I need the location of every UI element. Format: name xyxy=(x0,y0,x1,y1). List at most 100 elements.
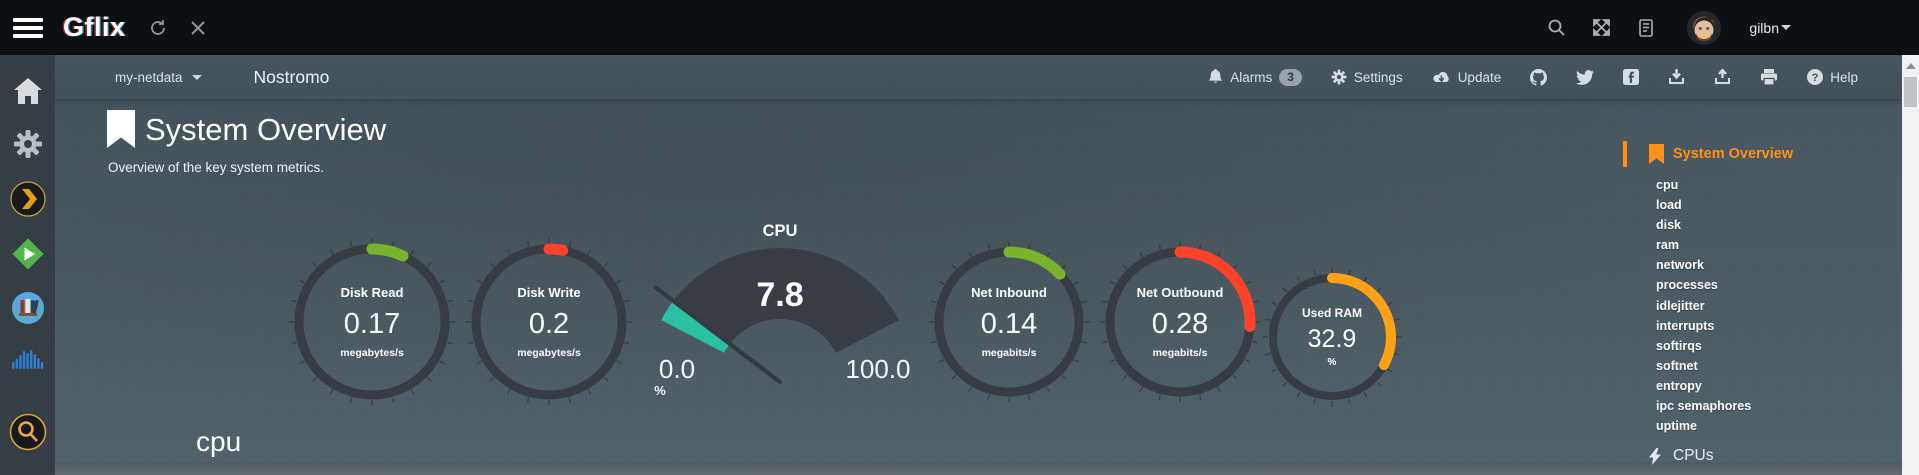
upload-icon xyxy=(1715,68,1731,84)
emby-icon[interactable] xyxy=(11,237,45,276)
chart-area-edge xyxy=(55,462,1902,475)
active-indicator-bar xyxy=(1623,141,1627,167)
right-menu-active-label: System Overview xyxy=(1673,146,1794,162)
section-heading-cpu: cpu xyxy=(196,426,242,457)
right-menu-section-label: CPUs xyxy=(1673,447,1714,465)
gear-icon[interactable] xyxy=(13,129,43,164)
right-menu-item[interactable]: load xyxy=(1656,198,1682,213)
gauge-value: 0.28 xyxy=(1151,308,1209,340)
avatar[interactable] xyxy=(1687,10,1722,45)
gauge-net-inbound[interactable]: Net Inbound 0.14 megabits/s xyxy=(928,241,1090,403)
lightning-icon xyxy=(1649,447,1661,465)
twitter-link[interactable] xyxy=(1576,69,1595,85)
caret-down-icon xyxy=(1781,25,1791,30)
hamburger-menu-icon[interactable] xyxy=(13,17,43,38)
waveform-icon[interactable] xyxy=(10,347,46,378)
search-icon[interactable] xyxy=(1547,18,1566,37)
gauge-disk-read[interactable]: Disk Read 0.17 megabytes/s xyxy=(288,238,456,406)
twitter-icon xyxy=(1576,69,1595,85)
export-button[interactable] xyxy=(1714,68,1731,86)
fullscreen-icon[interactable] xyxy=(1592,18,1611,37)
facebook-link[interactable] xyxy=(1623,69,1640,85)
right-menu-items: cpu load disk ram network processes idlejitter… xyxy=(1620,175,1902,436)
home-icon[interactable] xyxy=(13,77,43,110)
alarms-button[interactable]: Alarms 3 xyxy=(1208,68,1302,86)
right-menu-item[interactable]: disk xyxy=(1656,218,1682,233)
library-icon[interactable] xyxy=(11,291,45,330)
print-icon xyxy=(1761,69,1778,85)
gauge-max-label: 100.0 xyxy=(845,354,911,384)
right-menu-item[interactable]: ipc semaphores xyxy=(1656,399,1752,414)
scrollbar-thumb[interactable] xyxy=(1904,77,1917,107)
page-subtitle: Overview of the key system metrics. xyxy=(108,160,325,175)
news-icon[interactable] xyxy=(1637,18,1655,38)
right-menu-active-item[interactable]: System Overview xyxy=(1620,140,1902,168)
node-selector-label: my-netdata xyxy=(115,69,183,85)
gauge-value: 7.8 xyxy=(756,276,804,314)
github-icon xyxy=(1530,68,1548,86)
gauge-units: megabytes/s xyxy=(517,347,581,359)
caret-down-icon xyxy=(191,74,202,80)
help-button[interactable]: ? Help xyxy=(1807,69,1858,85)
gauge-value: 32.9 xyxy=(1307,325,1357,353)
gauge-disk-write[interactable]: Disk Write 0.2 megabytes/s xyxy=(465,238,633,406)
right-menu-item[interactable]: entropy xyxy=(1656,378,1702,393)
refresh-icon[interactable] xyxy=(148,18,168,38)
bell-icon xyxy=(1208,69,1223,83)
right-menu-item[interactable]: uptime xyxy=(1656,419,1697,434)
indexer-search-icon[interactable] xyxy=(9,413,47,456)
update-label: Update xyxy=(1457,69,1502,85)
gauge-cpu[interactable]: CPU 7.8 0.0 100.0 % xyxy=(640,218,920,403)
gauge-title: Disk Write xyxy=(517,285,581,300)
gauge-units: % xyxy=(1327,357,1337,368)
facebook-icon xyxy=(1623,69,1640,85)
github-link[interactable] xyxy=(1530,68,1548,86)
left-sidebar xyxy=(0,55,55,475)
gauge-title: Used RAM xyxy=(1301,306,1362,320)
gauge-value: 0.17 xyxy=(343,308,401,340)
download-icon xyxy=(1669,68,1685,84)
dashboard-navbar: my-netdata Nostromo Alarms 3 Settings Up… xyxy=(55,55,1902,100)
settings-button[interactable]: Settings xyxy=(1331,69,1403,85)
alarms-count-badge: 3 xyxy=(1279,68,1302,86)
right-menu-item[interactable]: network xyxy=(1656,258,1704,273)
gauge-title: Disk Read xyxy=(340,285,404,300)
gauge-units: % xyxy=(654,383,666,398)
right-menu-item[interactable]: ram xyxy=(1656,238,1679,253)
brand-logo[interactable]: Gflix xyxy=(63,12,126,42)
hostname: Nostromo xyxy=(253,66,330,87)
bookmark-icon xyxy=(107,110,135,148)
right-menu: System Overview cpu load disk ram network pro… xyxy=(1620,140,1902,465)
svg-text:?: ? xyxy=(1812,72,1819,84)
gauge-units: megabits/s xyxy=(981,347,1037,359)
node-selector[interactable]: my-netdata xyxy=(115,70,202,85)
right-menu-item[interactable]: processes xyxy=(1656,278,1718,293)
gauge-title: Net Inbound xyxy=(971,285,1047,300)
user-menu[interactable]: gilbn xyxy=(1747,20,1791,36)
vertical-scrollbar[interactable] xyxy=(1902,55,1919,475)
plex-icon[interactable] xyxy=(9,181,46,222)
gauge-used-ram[interactable]: Used RAM 32.9 % xyxy=(1262,267,1402,407)
update-button[interactable]: Update xyxy=(1432,69,1502,85)
page-title: System Overview xyxy=(145,112,387,147)
import-button[interactable] xyxy=(1668,68,1685,86)
right-menu-section-cpus[interactable]: CPUs xyxy=(1620,447,1902,465)
top-app-bar: Gflix gilb xyxy=(0,0,1919,55)
cloud-update-icon xyxy=(1433,71,1449,82)
bookmark-icon xyxy=(1649,144,1664,164)
right-menu-item[interactable]: cpu xyxy=(1656,178,1679,192)
gauge-value: 0.14 xyxy=(980,308,1038,340)
right-menu-item[interactable]: softnet xyxy=(1656,358,1698,373)
scroll-up-arrow[interactable] xyxy=(1905,63,1916,69)
right-menu-item[interactable]: interrupts xyxy=(1656,318,1715,333)
right-menu-item[interactable]: idlejitter xyxy=(1656,298,1705,313)
right-menu-item[interactable]: softirqs xyxy=(1656,338,1702,353)
gauge-units: megabytes/s xyxy=(340,347,404,359)
gauge-value: 0.2 xyxy=(528,308,570,340)
gauge-title: Net Outbound xyxy=(1136,285,1224,300)
print-button[interactable] xyxy=(1760,69,1778,85)
close-icon[interactable] xyxy=(190,20,206,36)
gauge-min-label: 0.0 xyxy=(658,354,696,384)
help-label: Help xyxy=(1830,69,1858,85)
gauge-net-outbound[interactable]: Net Outbound 0.28 megabits/s xyxy=(1099,241,1261,403)
